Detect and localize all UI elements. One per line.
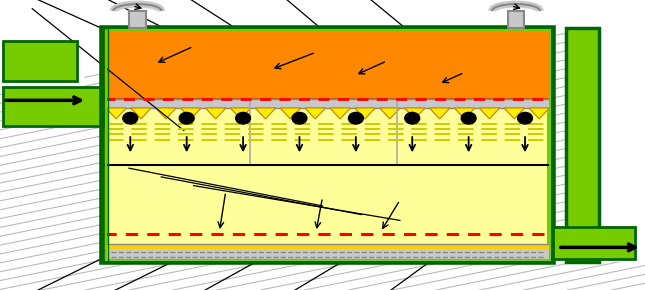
Polygon shape	[479, 108, 500, 119]
Bar	[102, 28, 108, 262]
Bar	[105, 0, 170, 28]
Ellipse shape	[517, 113, 533, 124]
Polygon shape	[280, 108, 301, 119]
Polygon shape	[181, 108, 201, 119]
Bar	[104, 246, 551, 249]
Polygon shape	[404, 108, 425, 119]
Bar	[104, 28, 551, 99]
Ellipse shape	[348, 113, 363, 124]
Bar	[3, 87, 103, 126]
Bar	[104, 99, 551, 108]
Polygon shape	[230, 108, 251, 119]
Bar	[102, 28, 108, 262]
Polygon shape	[355, 108, 375, 119]
Ellipse shape	[461, 113, 476, 124]
Polygon shape	[529, 108, 550, 119]
Polygon shape	[205, 108, 226, 119]
Bar	[77, 93, 102, 104]
Polygon shape	[504, 108, 524, 119]
Bar	[547, 28, 553, 262]
Bar	[553, 243, 579, 254]
Ellipse shape	[235, 113, 250, 124]
Bar	[104, 165, 551, 244]
Polygon shape	[379, 108, 400, 119]
Bar	[553, 227, 635, 259]
Ellipse shape	[292, 113, 307, 124]
Bar	[102, 28, 553, 262]
Ellipse shape	[123, 113, 138, 124]
Bar	[102, 28, 553, 262]
Bar	[129, 11, 146, 28]
Polygon shape	[155, 108, 176, 119]
Ellipse shape	[405, 113, 420, 124]
Bar	[3, 41, 84, 126]
Bar	[104, 244, 551, 262]
Polygon shape	[454, 108, 475, 119]
Polygon shape	[106, 108, 126, 119]
Bar	[508, 11, 524, 28]
Polygon shape	[330, 108, 350, 119]
Polygon shape	[430, 108, 450, 119]
Bar	[566, 28, 599, 262]
Polygon shape	[255, 108, 276, 119]
Bar	[106, 30, 550, 260]
Polygon shape	[131, 108, 152, 119]
Bar	[484, 0, 548, 28]
Polygon shape	[305, 108, 326, 119]
Ellipse shape	[179, 113, 194, 124]
Bar	[104, 108, 551, 165]
Bar	[3, 41, 77, 81]
Bar	[566, 28, 645, 262]
